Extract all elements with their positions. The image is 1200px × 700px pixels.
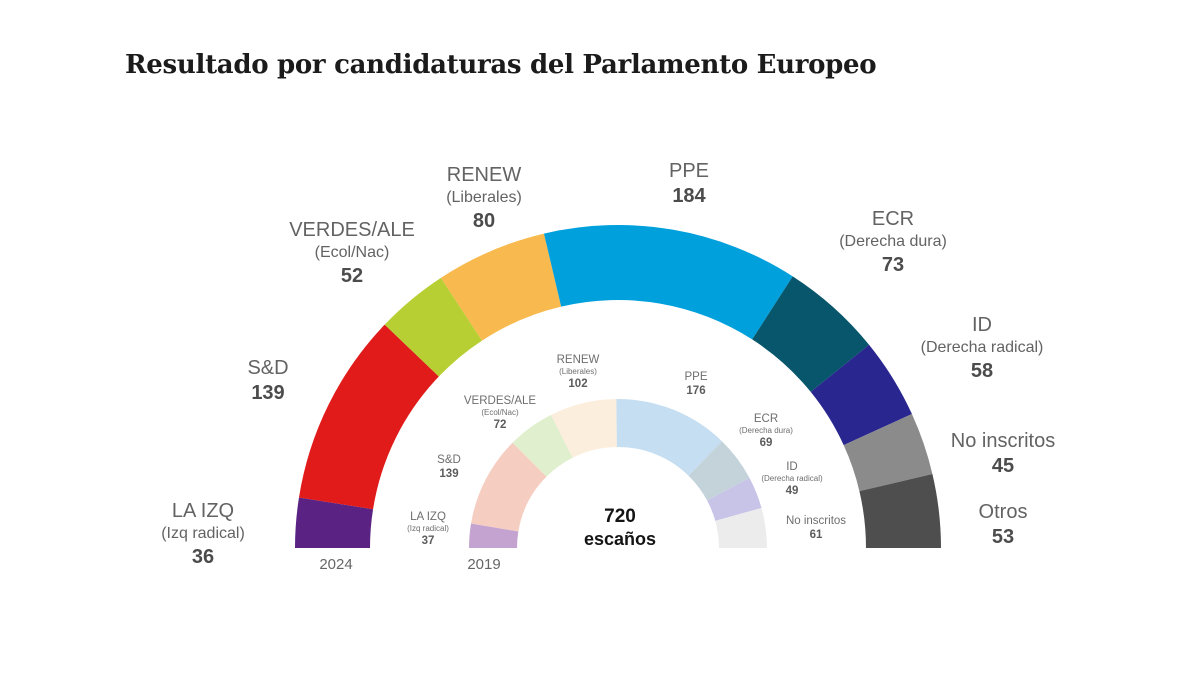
party-seats: 36 [191, 546, 215, 568]
party-name: Otros [978, 501, 1028, 523]
party-subtitle: (Liberales) [446, 189, 522, 206]
party-subtitle: (Liberales) [559, 367, 597, 376]
party-seats: 102 [568, 378, 588, 390]
chart-title: Resultado por candidaturas del Parlament… [125, 50, 877, 80]
segment-2019-s-d [471, 442, 547, 532]
total-seats-value: 720 [604, 506, 636, 527]
party-name: S&D [437, 454, 461, 466]
segment-2024-id [810, 344, 912, 446]
party-seats: 53 [991, 526, 1015, 548]
segment-2019-renew [551, 399, 617, 458]
party-name: ID [786, 461, 798, 473]
label-2024-s-d: S&D 139 [247, 356, 288, 407]
party-name: LA IZQ [171, 500, 235, 522]
total-seats-unit: escaños [583, 529, 657, 549]
party-name: RENEW [446, 164, 522, 186]
segment-2019-id [707, 477, 762, 521]
party-name: PPE [684, 371, 708, 383]
party-seats: 73 [881, 254, 905, 276]
party-subtitle: (Izq radical) [407, 524, 449, 533]
label-2019-s-d: S&D 139 [437, 454, 461, 482]
party-seats: 52 [340, 265, 364, 287]
party-seats: 37 [421, 535, 435, 547]
label-2024-verdes-ale: VERDES/ALE (Ecol/Nac) 52 [289, 218, 415, 290]
label-2024-ecr: ECR (Derecha dura) 73 [839, 207, 947, 279]
party-seats: 69 [759, 437, 773, 449]
party-name: ID [972, 314, 992, 336]
party-subtitle: (Derecha radical) [920, 339, 1044, 356]
label-2024-no-inscritos: No inscritos 45 [951, 429, 1055, 480]
party-seats: 49 [785, 485, 799, 497]
year-label-2019: 2019 [467, 556, 501, 573]
label-2024-id: ID (Derecha radical) 58 [921, 313, 1044, 385]
segment-2024-otros [859, 473, 941, 548]
label-2019-verdes-ale: VERDES/ALE (Ecol/Nac) 72 [464, 395, 536, 433]
party-seats: 184 [672, 185, 706, 207]
party-subtitle: (Izq radical) [161, 525, 245, 542]
party-name: No inscritos [785, 515, 847, 527]
party-seats: 80 [472, 210, 496, 232]
segment-2019-ppe [616, 399, 723, 476]
party-name: VERDES/ALE [289, 219, 415, 241]
segment-2019-ecr [688, 441, 750, 501]
total-seats-label: 720 escaños [584, 505, 656, 551]
party-name: RENEW [556, 354, 600, 366]
year-label-2024: 2024 [319, 556, 353, 573]
label-2024-ppe: PPE 184 [669, 159, 709, 210]
label-2019-no-inscritos: No inscritos 61 [786, 515, 846, 543]
label-2024-la-izq: LA IZQ (Izq radical) 36 [161, 499, 245, 571]
party-seats: 61 [809, 529, 823, 541]
label-2019-ecr: ECR (Derecha dura) 69 [739, 413, 793, 451]
label-2019-ppe: PPE 176 [684, 371, 707, 399]
party-seats: 139 [439, 468, 459, 480]
segment-2019-la-izq [469, 523, 519, 548]
segment-2024-la-izq [295, 497, 374, 548]
party-name: PPE [668, 160, 710, 182]
party-subtitle: (Ecol/Nac) [314, 244, 390, 261]
segment-2024-ecr [752, 276, 870, 392]
party-subtitle: (Derecha dura) [739, 426, 793, 435]
party-seats: 72 [493, 419, 507, 431]
label-2019-la-izq: LA IZQ (Izq radical) 37 [407, 511, 449, 549]
segment-2019-no-inscritos [715, 507, 767, 548]
party-name: S&D [247, 357, 289, 379]
party-seats: 176 [686, 385, 706, 397]
party-subtitle: (Ecol/Nac) [481, 408, 519, 417]
party-name: ECR [871, 208, 915, 230]
label-2019-id: ID (Derecha radical) 49 [761, 461, 822, 499]
segment-2024-renew [440, 233, 562, 341]
party-seats: 58 [970, 360, 994, 382]
label-2019-renew: RENEW (Liberales) 102 [557, 354, 600, 392]
label-2024-otros: Otros 53 [979, 500, 1028, 551]
party-name: VERDES/ALE [463, 395, 537, 407]
label-2024-renew: RENEW (Liberales) 80 [446, 163, 522, 235]
party-name: LA IZQ [410, 511, 446, 523]
segment-2024-s-d [298, 324, 439, 510]
segment-2024-no-inscritos [843, 414, 933, 492]
segment-2024-verdes-ale [384, 277, 483, 377]
party-seats: 45 [991, 455, 1015, 477]
party-subtitle: (Derecha dura) [839, 233, 947, 250]
party-subtitle: (Derecha radical) [761, 474, 823, 483]
party-seats: 139 [251, 382, 285, 404]
segment-2024-ppe [543, 225, 793, 340]
segment-2019-verdes-ale [512, 414, 573, 477]
party-name: ECR [753, 413, 779, 425]
party-name: No inscritos [950, 430, 1056, 452]
